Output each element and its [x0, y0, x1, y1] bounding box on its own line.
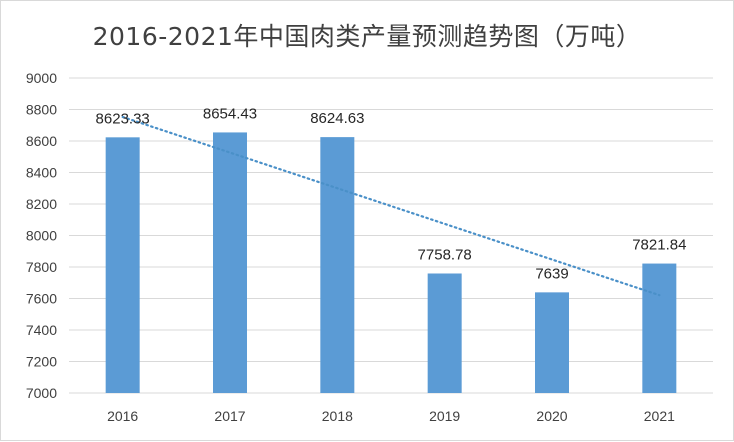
x-tick-label: 2016 — [107, 408, 138, 424]
data-label: 7821.84 — [632, 237, 686, 254]
y-tick-label: 8200 — [26, 196, 57, 212]
y-tick-label: 7800 — [26, 259, 57, 275]
y-tick-label: 7600 — [26, 291, 57, 307]
y-tick-label: 8000 — [26, 228, 57, 244]
trendline — [121, 115, 661, 297]
data-label: 7758.78 — [418, 246, 472, 263]
y-tick-label: 8600 — [26, 133, 57, 149]
bar-2021 — [642, 263, 677, 393]
x-tick-label: 2017 — [214, 408, 245, 424]
data-label: 8624.63 — [310, 110, 364, 127]
bar-2020 — [535, 292, 569, 393]
y-tick-label: 7200 — [26, 354, 57, 370]
bar-2018 — [320, 137, 355, 393]
data-label: 7639 — [535, 265, 568, 282]
x-tick-label: 2020 — [536, 408, 567, 424]
x-tick-label: 2018 — [322, 408, 353, 424]
bar-2019 — [427, 273, 462, 393]
bar-2017 — [213, 132, 247, 393]
y-tick-label: 7400 — [26, 322, 57, 338]
y-tick-label: 8800 — [26, 102, 57, 118]
data-label: 8623.33 — [96, 110, 150, 127]
x-tick-label: 2021 — [644, 408, 675, 424]
y-tick-label: 9000 — [26, 70, 57, 86]
chart-title: 2016-2021年中国肉类产量预测趋势图（万吨） — [92, 22, 642, 51]
data-label: 8654.43 — [203, 105, 257, 122]
x-tick-label: 2019 — [429, 408, 460, 424]
y-tick-label: 7000 — [26, 385, 57, 401]
y-tick-label: 8400 — [26, 165, 57, 181]
bar-2016 — [105, 137, 140, 393]
